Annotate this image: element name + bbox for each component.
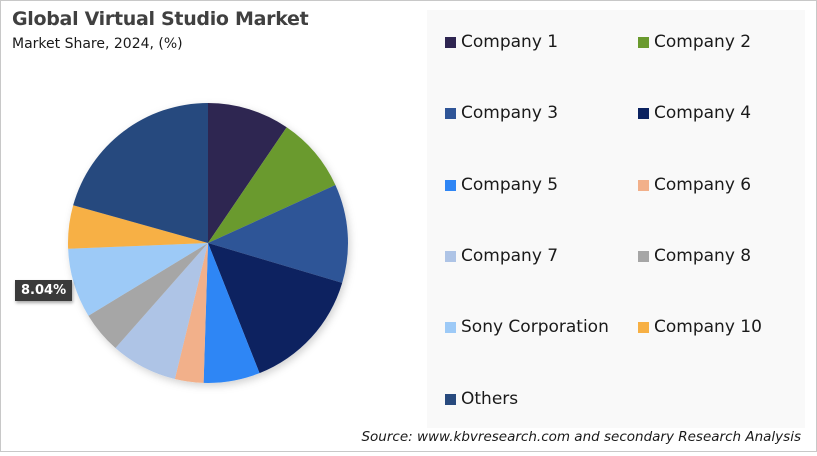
legend-label: Company 5 [461,175,559,195]
legend-label: Company 10 [654,317,762,337]
pie-slice-company-3 [208,184,348,283]
pie-slice-company-2 [208,127,336,243]
legend-label: Company 4 [654,103,752,123]
legend-swatch-icon [445,107,456,119]
pie-slice-company-4 [208,243,343,374]
legend-item: Company 5 [445,175,558,195]
legend-swatch-icon [445,321,456,333]
pie-slice-company-8 [88,243,208,349]
legend-item: Company 3 [445,103,558,123]
pie-slice-company-1 [208,103,287,243]
legend-item: Others [445,389,518,409]
legend-swatch-icon [638,250,649,262]
legend-swatch-icon [445,393,456,405]
legend-swatch-icon [638,107,649,119]
pie-chart [67,103,348,383]
legend-item: Company 6 [638,175,751,195]
sony-data-label: 8.04% [15,280,73,301]
legend-swatch-icon [445,179,456,191]
legend-label: Company 1 [461,32,559,52]
legend-label: Company 3 [461,103,559,123]
legend-label: Company 8 [654,246,752,266]
pie-slice-sony-corporation [68,243,209,316]
legend-swatch-icon [445,36,456,48]
pie-slices [67,103,348,383]
legend-item: Company 4 [638,103,751,123]
pie-slice-others [73,103,208,243]
pie-slice-company-10 [67,205,209,249]
pie-slice-company-5 [203,243,260,383]
legend: Company 1 Company 2 Company 3 Company 4 Comp… [427,10,805,428]
legend-item: Company 1 [445,32,558,52]
legend-swatch-icon [638,321,649,333]
legend-label: Company 7 [461,246,559,266]
chart-title: Global Virtual Studio Market [12,8,309,30]
legend-item: Company 10 [638,317,762,337]
legend-label: Sony Corporation [461,317,609,337]
legend-swatch-icon [445,250,456,262]
legend-swatch-icon [638,36,649,48]
pie-slice-company-7 [115,243,208,380]
legend-item: Company 2 [638,32,751,52]
legend-swatch-icon [638,179,649,191]
legend-item: Sony Corporation [445,317,609,337]
pie-svg [67,103,348,383]
chart-subtitle: Market Share, 2024, (%) [12,36,183,52]
legend-label: Others [461,389,519,409]
legend-item: Company 7 [445,246,558,266]
legend-label: Company 6 [654,175,752,195]
legend-item: Company 8 [638,246,751,266]
legend-label: Company 2 [654,32,752,52]
pie-slice-company-6 [174,243,208,383]
source-note: Source: www.kbvresearch.com and secondar… [361,429,801,445]
